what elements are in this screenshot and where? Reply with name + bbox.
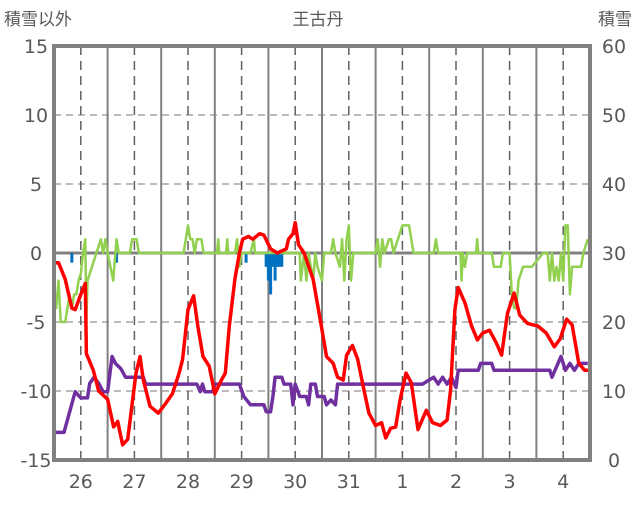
precip-bar (280, 253, 284, 267)
y-left-tick-label: -10 (20, 381, 51, 403)
y-left-tick-label: -15 (20, 450, 51, 472)
temperature-line (54, 220, 589, 447)
y-left-tick-label: 0 (30, 243, 42, 265)
precip-bar (264, 253, 268, 267)
y-left-tick-label: -5 (27, 312, 46, 334)
x-tick-label: 3 (504, 471, 516, 493)
precip-bar (266, 253, 270, 281)
bar-series (70, 253, 284, 295)
right-axis-title: 積雪 (598, 10, 632, 30)
y-right-tick-label: 50 (602, 105, 626, 127)
y-left-tick-label: 5 (30, 174, 42, 196)
snow-depth-line (54, 354, 588, 435)
precip-bar (273, 253, 277, 281)
precip-bar (271, 253, 275, 267)
precip-bar (269, 253, 273, 295)
plot-border (52, 44, 592, 462)
x-tick-label: 26 (69, 471, 93, 493)
precip-bar (278, 253, 282, 267)
chart-title: 王古丹 (293, 10, 344, 30)
green-line (54, 224, 589, 324)
precip-bar (115, 253, 119, 263)
x-tick-label: 31 (337, 471, 361, 493)
x-tick-label: 28 (176, 471, 200, 493)
x-tick-label: 1 (396, 471, 408, 493)
y-right-tick-label: 20 (602, 312, 626, 334)
y-left-tick-label: 10 (24, 105, 48, 127)
line-series (54, 220, 589, 447)
y-right-tick-label: 60 (602, 36, 626, 58)
y-right-tick-label: 40 (602, 174, 626, 196)
y-right-tick-label: 0 (608, 450, 620, 472)
y-right-tick-label: 10 (602, 381, 626, 403)
y-right-tick-label: 30 (602, 243, 626, 265)
x-tick-label: 2 (450, 471, 462, 493)
x-tick-label: 29 (230, 471, 254, 493)
x-tick-label: 27 (122, 471, 146, 493)
x-tick-label: 30 (283, 471, 307, 493)
precip-bar (275, 253, 279, 267)
x-tick-label: 4 (557, 471, 569, 493)
precip-bar (70, 253, 74, 263)
left-axis-title: 積雪以外 (4, 10, 72, 30)
precip-bar (244, 253, 248, 263)
y-left-tick-label: 15 (24, 36, 48, 58)
